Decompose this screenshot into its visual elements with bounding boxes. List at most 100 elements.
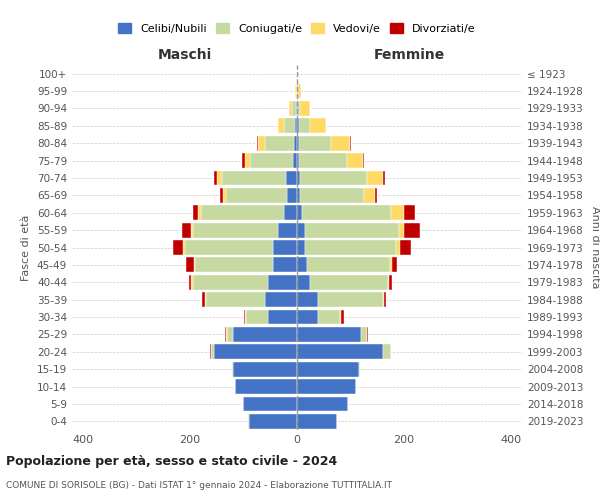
Bar	[193, 275, 268, 289]
Text: Maschi: Maschi	[157, 48, 212, 62]
Text: COMUNE DI SORISOLE (BG) - Dati ISTAT 1° gennaio 2024 - Elaborazione TUTTITALIA.I: COMUNE DI SORISOLE (BG) - Dati ISTAT 1° …	[6, 480, 392, 490]
Bar	[214, 344, 297, 359]
Bar	[361, 327, 367, 342]
Bar	[265, 292, 297, 307]
Bar	[227, 327, 233, 342]
Bar	[305, 240, 396, 255]
Bar	[244, 310, 245, 324]
Bar	[222, 170, 286, 186]
Bar	[297, 188, 299, 202]
Bar	[210, 344, 211, 359]
Bar	[205, 292, 206, 307]
Bar	[223, 188, 226, 202]
Bar	[182, 222, 191, 238]
Bar	[278, 118, 284, 133]
Bar	[293, 153, 297, 168]
Bar	[297, 396, 348, 411]
Bar	[364, 188, 374, 202]
Bar	[286, 170, 297, 186]
Bar	[297, 206, 302, 220]
Bar	[297, 118, 299, 133]
Bar	[259, 136, 265, 150]
Bar	[299, 153, 347, 168]
Bar	[310, 275, 388, 289]
Bar	[220, 188, 223, 202]
Bar	[226, 327, 227, 342]
Bar	[297, 362, 359, 376]
Bar	[297, 327, 361, 342]
Bar	[245, 310, 246, 324]
Bar	[391, 206, 404, 220]
Bar	[233, 327, 297, 342]
Bar	[383, 292, 384, 307]
Bar	[191, 222, 193, 238]
Bar	[396, 240, 400, 255]
Bar	[244, 396, 297, 411]
Bar	[193, 222, 278, 238]
Bar	[367, 327, 368, 342]
Bar	[250, 153, 293, 168]
Bar	[388, 275, 389, 289]
Bar	[297, 170, 299, 186]
Bar	[400, 240, 411, 255]
Bar	[206, 292, 265, 307]
Text: Femmine: Femmine	[374, 48, 445, 62]
Bar	[289, 101, 292, 116]
Bar	[249, 414, 297, 428]
Bar	[297, 275, 310, 289]
Bar	[248, 414, 249, 428]
Bar	[367, 170, 383, 186]
Y-axis label: Fasce di età: Fasce di età	[22, 214, 31, 280]
Bar	[193, 206, 198, 220]
Bar	[265, 136, 295, 150]
Bar	[341, 310, 344, 324]
Bar	[273, 258, 297, 272]
Bar	[302, 206, 391, 220]
Bar	[297, 344, 383, 359]
Bar	[307, 258, 389, 272]
Bar	[310, 118, 326, 133]
Bar	[349, 136, 350, 150]
Bar	[297, 222, 305, 238]
Bar	[184, 240, 273, 255]
Bar	[389, 275, 392, 289]
Bar	[298, 84, 301, 98]
Bar	[295, 118, 297, 133]
Text: Popolazione per età, sesso e stato civile - 2024: Popolazione per età, sesso e stato civil…	[6, 455, 337, 468]
Bar	[297, 153, 299, 168]
Bar	[233, 362, 297, 376]
Bar	[297, 258, 307, 272]
Bar	[235, 379, 297, 394]
Bar	[268, 310, 297, 324]
Bar	[246, 310, 268, 324]
Bar	[189, 275, 191, 289]
Bar	[331, 136, 349, 150]
Bar	[186, 258, 194, 272]
Bar	[296, 84, 297, 98]
Bar	[299, 101, 310, 116]
Bar	[273, 240, 297, 255]
Bar	[297, 136, 299, 150]
Bar	[191, 275, 193, 289]
Bar	[226, 188, 287, 202]
Bar	[295, 136, 297, 150]
Bar	[347, 153, 363, 168]
Y-axis label: Anni di nascita: Anni di nascita	[590, 206, 600, 289]
Bar	[299, 136, 331, 150]
Bar	[200, 206, 284, 220]
Bar	[202, 292, 205, 307]
Bar	[245, 153, 250, 168]
Bar	[195, 258, 273, 272]
Bar	[297, 240, 305, 255]
Bar	[296, 101, 297, 116]
Bar	[374, 188, 377, 202]
Bar	[295, 84, 296, 98]
Bar	[297, 84, 298, 98]
Bar	[404, 206, 415, 220]
Bar	[383, 344, 391, 359]
Bar	[340, 310, 341, 324]
Bar	[284, 206, 297, 220]
Bar	[383, 170, 385, 186]
Bar	[299, 188, 364, 202]
Bar	[194, 258, 195, 272]
